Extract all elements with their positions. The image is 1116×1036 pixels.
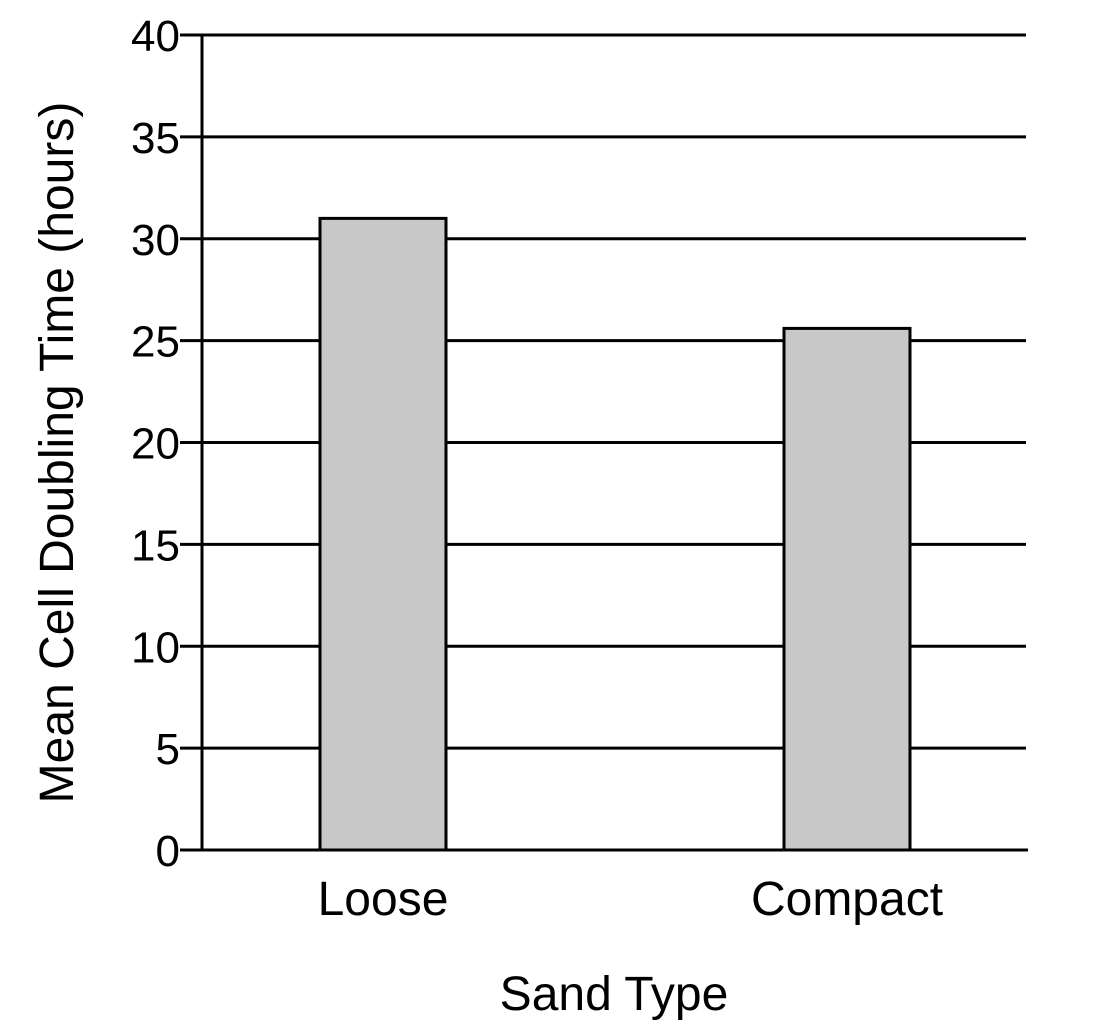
y-tick-label: 15 — [131, 521, 180, 570]
y-tick-label: 30 — [131, 216, 180, 265]
x-tick-labels: Loose Compact — [318, 873, 943, 926]
y-tick-label: 20 — [131, 420, 180, 469]
x-tick-label: Loose — [318, 873, 449, 926]
x-tick-label: Compact — [751, 873, 943, 926]
bar-compact — [782, 326, 912, 852]
y-tick-labels: 0 5 10 15 20 25 30 35 40 — [131, 12, 180, 876]
y-tick-label: 10 — [131, 623, 180, 672]
y-tick-label: 35 — [131, 114, 180, 163]
y-tick-label: 40 — [131, 12, 180, 61]
y-tick-label: 25 — [131, 318, 180, 367]
x-axis-title: Sand Type — [500, 968, 729, 1021]
y-tick-label: 5 — [156, 725, 180, 774]
axes — [180, 34, 1028, 852]
bars — [318, 216, 912, 852]
bar-loose — [318, 216, 448, 852]
y-tick-label: 0 — [156, 827, 180, 876]
y-axis-title: Mean Cell Doubling Time (hours) — [31, 102, 84, 804]
